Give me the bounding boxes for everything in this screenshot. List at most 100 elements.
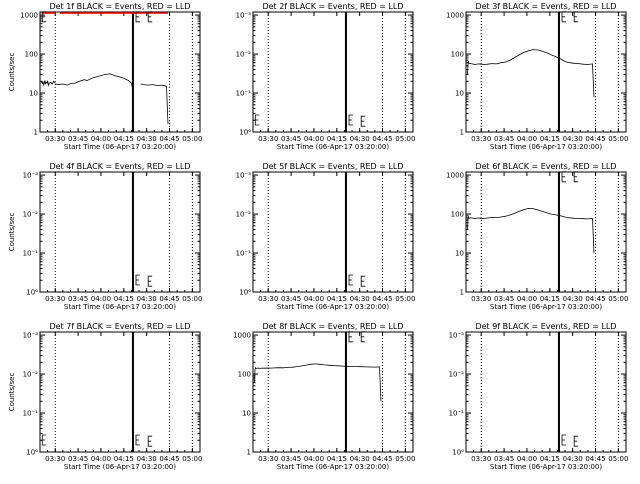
y-tick-label: 10⁻¹ [449, 410, 465, 418]
plot-frame [253, 172, 413, 292]
plot-frame [466, 172, 626, 292]
y-tick-label: 100 [25, 51, 38, 59]
events-series-line [55, 74, 133, 90]
x-tick-label: 04:45 [585, 135, 605, 143]
x-tick-label: 03:45 [494, 295, 514, 303]
interval-marker [148, 436, 152, 446]
x-tick-label: 04:15 [540, 135, 560, 143]
y-tick-label: 10⁰ [239, 289, 251, 297]
x-axis-label: Start Time (06-Apr-17 03:20:00) [277, 143, 389, 151]
x-axis-label: Start Time (06-Apr-17 03:20:00) [277, 463, 389, 471]
y-tick-label: 10⁰ [26, 449, 38, 457]
y-tick-label: 10⁻¹ [23, 250, 39, 258]
x-tick-label: 03:45 [281, 455, 301, 463]
panel-title: Det 5f BLACK = Events, RED = LLD [262, 162, 403, 171]
interval-marker [349, 332, 353, 342]
x-tick-label: 04:15 [540, 455, 560, 463]
x-axis-label: Start Time (06-Apr-17 03:20:00) [64, 143, 176, 151]
y-tick-label: 10⁻¹ [236, 250, 252, 258]
y-tick-label: 100 [451, 51, 464, 59]
plot-frame [253, 12, 413, 132]
y-tick-label: 10⁻² [23, 211, 39, 219]
interval-marker [562, 172, 566, 182]
x-tick-label: 03:30 [45, 295, 65, 303]
y-tick-label: 10⁻³ [23, 332, 39, 340]
events-series-line [255, 364, 382, 401]
panel-title: Det 9f BLACK = Events, RED = LLD [475, 322, 616, 331]
x-tick-label: 05:00 [608, 455, 628, 463]
interval-marker [574, 436, 578, 446]
interval-marker [349, 275, 353, 285]
events-series-line [42, 81, 56, 86]
x-tick-label: 04:00 [304, 455, 324, 463]
plot-frame [253, 332, 413, 452]
y-tick-label: 10⁻³ [449, 332, 465, 340]
events-series-line [468, 208, 595, 253]
x-axis-label: Start Time (06-Apr-17 03:20:00) [490, 463, 602, 471]
y-tick-label: 10⁻² [449, 371, 465, 379]
x-tick-label: 03:45 [68, 295, 88, 303]
x-tick-label: 04:15 [540, 295, 560, 303]
x-tick-label: 04:00 [304, 295, 324, 303]
panel-title: Det 3f BLACK = Events, RED = LLD [475, 2, 616, 11]
x-tick-label: 04:30 [137, 295, 157, 303]
y-tick-label: 10⁻¹ [23, 410, 39, 418]
x-tick-label: 03:30 [45, 455, 65, 463]
x-tick-label: 04:00 [91, 455, 111, 463]
x-tick-label: 03:30 [45, 135, 65, 143]
y-tick-label: 1000 [446, 172, 464, 180]
y-tick-label: 10⁻³ [236, 12, 252, 20]
x-tick-label: 03:45 [494, 135, 514, 143]
x-tick-label: 04:30 [563, 455, 583, 463]
interval-marker [42, 435, 46, 445]
y-tick-label: 10 [242, 410, 251, 418]
plot-frame [466, 332, 626, 452]
panel-title: Det 7f BLACK = Events, RED = LLD [49, 322, 190, 331]
y-tick-label: 1 [34, 129, 38, 137]
x-tick-label: 05:00 [182, 455, 202, 463]
plot-frame [40, 172, 200, 292]
plot-frame [40, 332, 200, 452]
x-tick-label: 04:30 [137, 455, 157, 463]
x-tick-label: 04:45 [585, 455, 605, 463]
y-tick-label: 1000 [233, 332, 251, 340]
x-axis-label: Start Time (06-Apr-17 03:20:00) [64, 463, 176, 471]
y-tick-label: 10 [455, 250, 464, 258]
x-tick-label: 04:30 [563, 135, 583, 143]
x-tick-label: 04:45 [372, 135, 392, 143]
y-tick-label: 10⁻¹ [236, 90, 252, 98]
panel-title: Det 6f BLACK = Events, RED = LLD [475, 162, 616, 171]
y-axis-label: Counts/sec [8, 373, 16, 412]
x-tick-label: 03:30 [258, 295, 278, 303]
x-tick-label: 04:45 [159, 295, 179, 303]
interval-marker [562, 435, 566, 445]
y-tick-label: 10⁰ [452, 449, 464, 457]
y-axis-label: Counts/sec [8, 53, 16, 92]
x-tick-label: 04:00 [517, 295, 537, 303]
x-tick-label: 04:45 [585, 295, 605, 303]
x-tick-label: 04:15 [327, 455, 347, 463]
x-tick-label: 03:30 [471, 295, 491, 303]
interval-marker [136, 435, 140, 445]
y-tick-label: 10⁻² [23, 371, 39, 379]
interval-marker [574, 172, 578, 182]
x-tick-label: 03:45 [281, 295, 301, 303]
x-tick-label: 04:00 [304, 135, 324, 143]
x-tick-label: 03:30 [471, 455, 491, 463]
x-tick-label: 04:45 [372, 455, 392, 463]
panel-title: Det 1f BLACK = Events, RED = LLD [49, 2, 190, 11]
x-tick-label: 04:15 [114, 455, 134, 463]
interval-marker [255, 115, 259, 125]
y-tick-label: 10⁻³ [236, 172, 252, 180]
x-tick-label: 03:45 [68, 135, 88, 143]
interval-marker [361, 116, 365, 126]
interval-marker [349, 115, 353, 125]
interval-marker [574, 12, 578, 22]
x-tick-label: 04:45 [372, 295, 392, 303]
